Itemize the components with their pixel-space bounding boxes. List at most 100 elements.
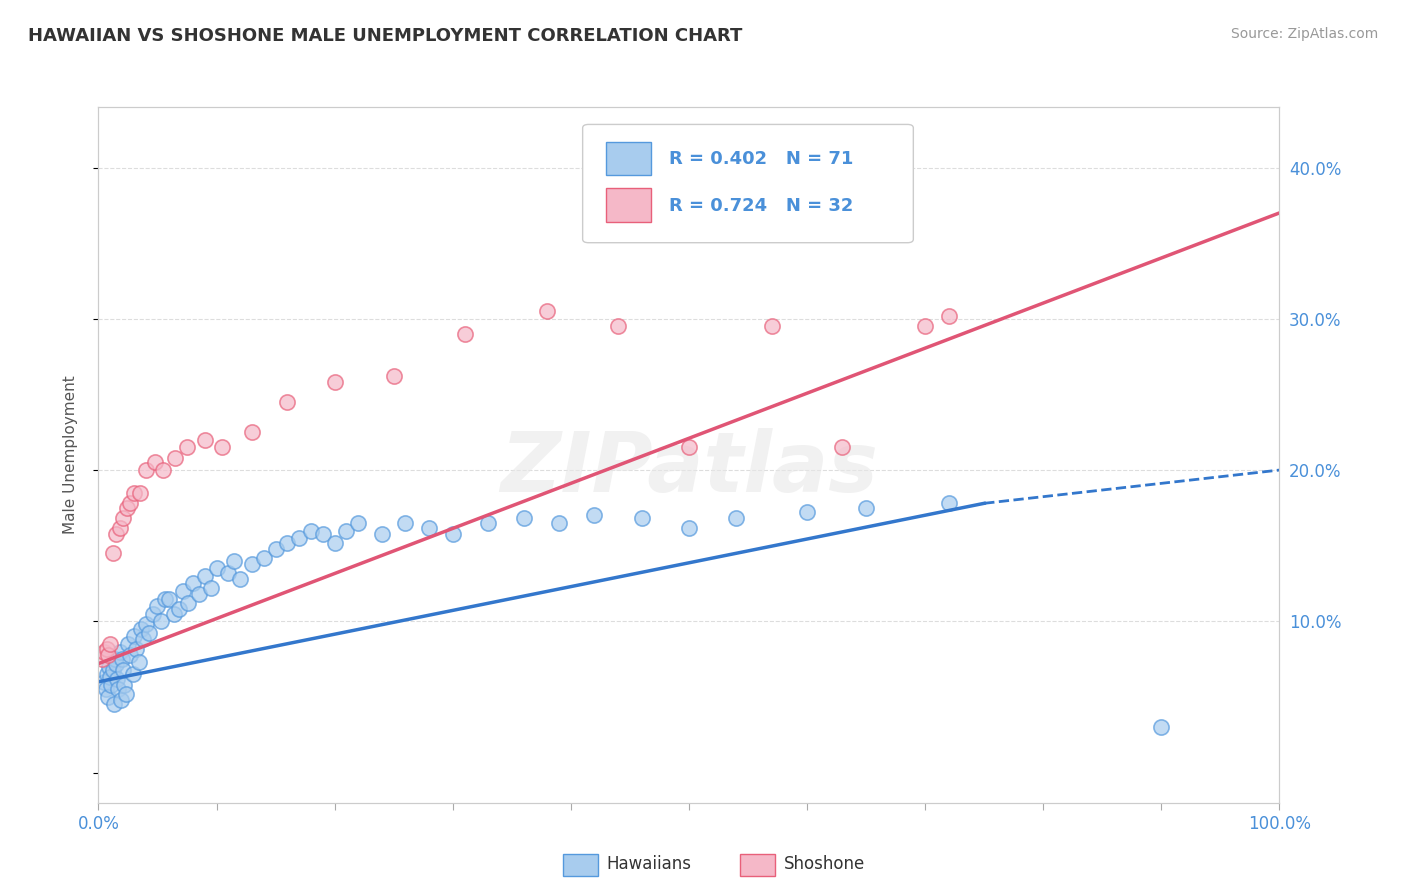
Point [153,591,176,606]
Point [855,500,877,515]
Text: R = 0.724   N = 32: R = 0.724 N = 32 [669,197,853,215]
Point [100,678,122,692]
Point [725,511,748,525]
Point [512,511,534,525]
Point [138,626,160,640]
Text: R = 0.402   N = 71: R = 0.402 N = 71 [669,150,853,168]
Point [112,663,135,677]
Point [607,319,630,334]
Point [229,572,252,586]
Point [335,524,357,538]
Point [938,496,960,510]
Point [135,617,157,632]
Point [165,450,187,465]
Point [114,687,136,701]
Point [163,607,186,621]
Point [120,496,142,510]
Point [104,652,127,666]
Point [299,524,322,538]
Point [914,319,936,334]
Point [108,520,131,534]
Point [276,535,298,549]
Point [101,546,124,560]
FancyBboxPatch shape [740,854,775,876]
Point [761,319,783,334]
Y-axis label: Male Unemployment: Male Unemployment [63,376,77,534]
Point [91,652,114,666]
Point [240,557,263,571]
FancyBboxPatch shape [582,124,914,243]
Point [97,690,120,704]
Point [152,463,174,477]
Point [177,596,200,610]
Point [176,441,198,455]
Point [347,516,370,530]
Point [312,526,335,541]
Point [224,554,246,568]
Point [98,637,121,651]
Point [583,508,606,523]
Point [93,644,115,658]
Point [796,505,818,519]
Point [371,526,394,541]
Point [115,500,138,515]
Point [110,693,132,707]
Point [441,526,464,541]
Point [142,607,165,621]
Point [93,674,115,689]
Point [938,309,960,323]
Point [146,599,169,614]
Point [167,602,190,616]
Point [129,622,152,636]
Point [117,637,139,651]
Point [98,659,121,673]
Point [194,433,217,447]
Point [394,516,416,530]
Point [94,682,117,697]
Point [125,641,148,656]
Point [122,485,145,500]
Point [107,682,129,697]
Point [211,441,233,455]
Text: Shoshone: Shoshone [783,855,865,873]
Point [128,655,150,669]
Point [128,485,150,500]
Point [453,326,475,341]
Point [172,584,194,599]
Point [536,304,558,318]
Point [240,425,263,440]
Text: HAWAIIAN VS SHOSHONE MALE UNEMPLOYMENT CORRELATION CHART: HAWAIIAN VS SHOSHONE MALE UNEMPLOYMENT C… [28,27,742,45]
Point [98,670,121,684]
Point [108,644,131,658]
FancyBboxPatch shape [562,854,598,876]
Point [122,629,145,643]
Point [323,376,346,390]
Point [121,667,143,681]
Point [205,561,228,575]
Point [120,648,142,662]
Text: Source: ZipAtlas.com: Source: ZipAtlas.com [1230,27,1378,41]
Point [143,455,166,469]
Point [678,441,700,455]
FancyBboxPatch shape [606,188,651,222]
Text: ZIPatlas: ZIPatlas [501,428,877,509]
Point [157,591,180,606]
Point [105,672,128,686]
Point [382,369,405,384]
Point [678,520,700,534]
Point [181,576,204,591]
Point [264,541,287,556]
Point [418,520,440,534]
Point [276,395,298,409]
Point [132,632,155,647]
Point [630,511,652,525]
Point [96,667,118,681]
Point [217,566,239,580]
Point [187,587,209,601]
Point [111,652,134,666]
Point [105,657,128,671]
Point [105,526,128,541]
Point [96,641,118,656]
Point [831,441,853,455]
Point [477,516,499,530]
